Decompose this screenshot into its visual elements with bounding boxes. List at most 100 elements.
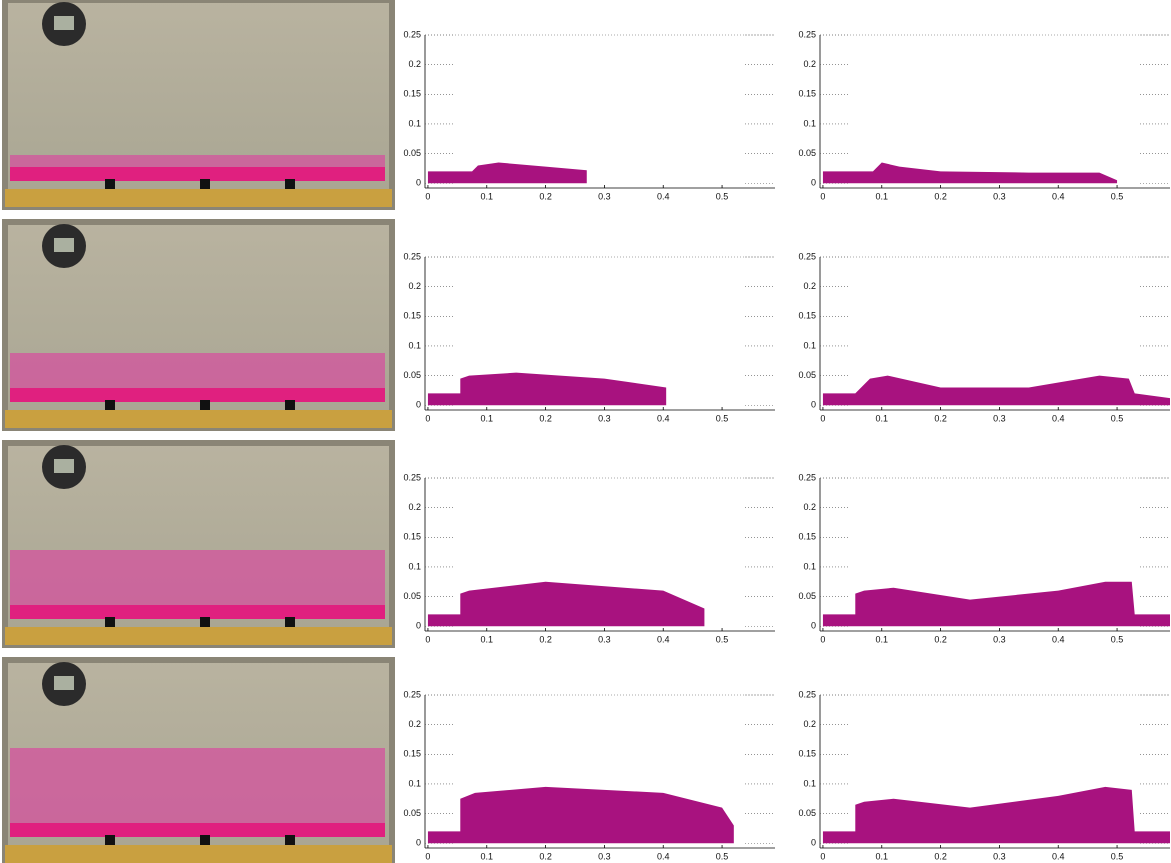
x-tick-label: 0 [820,634,825,644]
y-tick-label: 0 [811,621,816,631]
gauge-display [54,238,74,252]
y-tick-label: 0.1 [408,340,421,350]
x-tick-label: 0.1 [876,191,889,201]
y-tick-label: 0.15 [403,532,421,542]
clamp [200,400,210,410]
y-tick-label: 0.25 [403,251,421,261]
density-area [428,582,704,626]
x-tick-label: 0 [425,634,430,644]
y-tick-label: 0.15 [798,311,816,321]
clamp [200,617,210,627]
y-tick-label: 0 [811,178,816,188]
x-tick-label: 0.2 [539,851,552,861]
y-tick-label: 0.1 [408,561,421,571]
photos [5,0,392,863]
y-tick-label: 0.15 [403,311,421,321]
y-tick-label: 0 [811,400,816,410]
y-tick-label: 0.2 [408,502,421,512]
y-tick-label: 0.25 [798,689,816,699]
y-tick-label: 0.05 [403,808,421,818]
dye-layer [10,353,385,388]
dye-layer [10,155,385,167]
x-tick-label: 0.4 [1052,851,1065,861]
density-area [823,376,1170,406]
x-tick-label: 0.4 [657,851,670,861]
dye-bottom [10,823,385,837]
x-tick-label: 0 [425,851,430,861]
y-tick-label: 0.2 [803,281,816,291]
dye-bottom [10,388,385,402]
plot: 00.050.10.150.20.2500.10.20.30.40.5 [403,29,775,201]
y-tick-label: 0.05 [403,591,421,601]
x-tick-label: 0.4 [657,413,670,423]
x-tick-label: 0.5 [716,413,729,423]
clamp [285,835,295,845]
y-tick-label: 0.25 [403,689,421,699]
x-tick-label: 0.5 [1111,851,1124,861]
y-tick-label: 0.2 [408,281,421,291]
x-tick-label: 0.2 [934,413,947,423]
x-tick-label: 0.3 [993,413,1006,423]
clamp [285,617,295,627]
y-tick-label: 0.05 [798,370,816,380]
x-tick-label: 0.1 [876,413,889,423]
y-tick-label: 0 [416,838,421,848]
y-tick-label: 0.1 [408,778,421,788]
x-tick-label: 0.2 [539,191,552,201]
clamp [285,179,295,189]
density-area [428,787,734,843]
y-tick-label: 0.15 [798,532,816,542]
plot: 0 0.05 0.1 0.15 0.2 0.25 0 0.1 0.2 0.3 0.4 0.5 [403,689,775,861]
y-tick-label: 0.05 [403,370,421,380]
y-tick-label: 0.15 [798,749,816,759]
density-area [428,373,666,406]
dye-layer [10,550,385,605]
plot: 00.050.10.150.20.2500.10.20.30.40.5 [403,472,775,644]
x-tick-label: 0 [425,191,430,201]
ruler [5,410,392,428]
dye-bottom [10,605,385,619]
x-tick-label: 0.5 [716,851,729,861]
x-tick-label: 0.4 [657,191,670,201]
density-area [823,582,1170,626]
dye-layer [10,748,385,823]
x-tick-label: 0.1 [481,191,494,201]
dye-bottom [10,167,385,181]
x-tick-label: 0.3 [993,634,1006,644]
x-tick-label: 0.2 [934,851,947,861]
x-tick-label: 0.1 [876,634,889,644]
y-tick-label: 0.2 [803,59,816,69]
clamp [285,400,295,410]
y-tick-label: 0.2 [803,719,816,729]
y-tick-label: 0.2 [408,59,421,69]
x-tick-label: 0.5 [1111,191,1124,201]
x-tick-label: 0.2 [934,634,947,644]
x-tick-label: 0.1 [481,851,494,861]
x-tick-label: 0.4 [1052,413,1065,423]
y-tick-label: 0.1 [803,118,816,128]
y-tick-label: 0.15 [403,749,421,759]
x-tick-label: 0.4 [657,634,670,644]
y-tick-label: 0.15 [403,89,421,99]
x-tick-label: 0.2 [539,413,552,423]
x-tick-label: 0.3 [598,851,611,861]
x-tick-label: 0.5 [716,634,729,644]
clamp [200,179,210,189]
x-tick-label: 0.4 [1052,191,1065,201]
x-tick-label: 0.1 [876,851,889,861]
y-tick-label: 0.2 [408,719,421,729]
y-tick-label: 0 [811,838,816,848]
figure: 0 0.05 0.1 0.15 0.2 0.25 0 0.1 0.2 0.3 0.4 0.5 0 0.05… [0,0,1171,863]
y-tick-label: 0.15 [798,89,816,99]
y-tick-label: 0.05 [798,148,816,158]
x-tick-label: 0.2 [934,191,947,201]
clamp [105,400,115,410]
x-tick-label: 0.3 [598,413,611,423]
y-tick-label: 0.1 [803,340,816,350]
y-tick-label: 0.25 [403,29,421,39]
clamp [200,835,210,845]
x-tick-label: 0 [820,851,825,861]
x-tick-label: 0.1 [481,634,494,644]
